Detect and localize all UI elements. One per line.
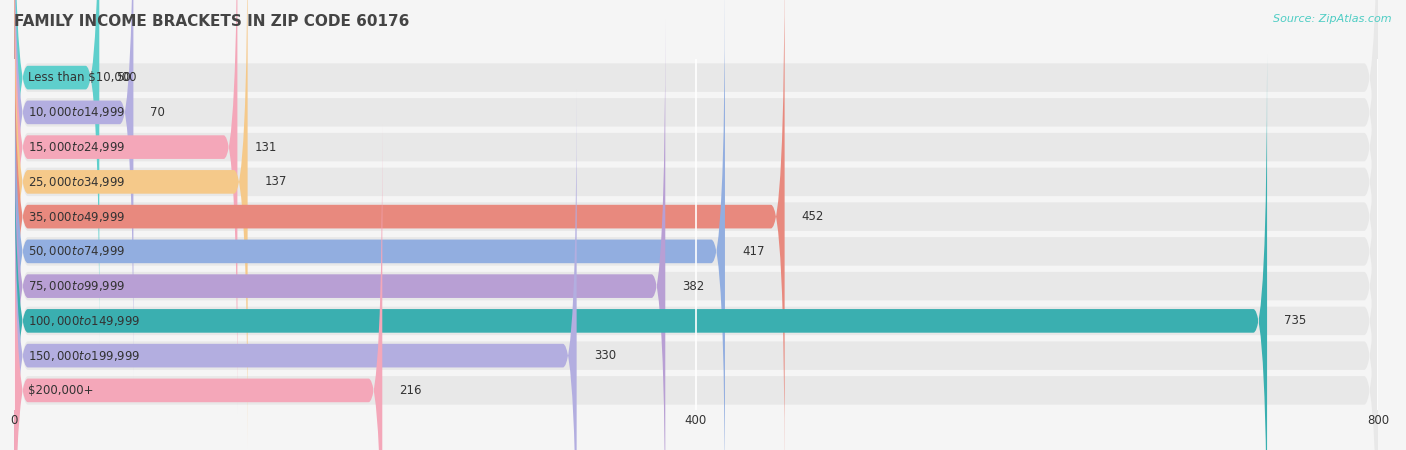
FancyBboxPatch shape [14,0,1378,376]
FancyBboxPatch shape [14,20,665,450]
FancyBboxPatch shape [14,124,382,450]
Text: Source: ZipAtlas.com: Source: ZipAtlas.com [1274,14,1392,23]
FancyBboxPatch shape [14,90,576,450]
Text: 50: 50 [117,71,131,84]
FancyBboxPatch shape [14,0,785,450]
Text: 735: 735 [1284,315,1306,328]
FancyBboxPatch shape [14,57,1378,450]
Text: 382: 382 [682,279,704,292]
FancyBboxPatch shape [14,0,247,448]
FancyBboxPatch shape [14,0,1378,446]
Text: $75,000 to $99,999: $75,000 to $99,999 [28,279,125,293]
Text: $10,000 to $14,999: $10,000 to $14,999 [28,105,125,119]
FancyBboxPatch shape [14,126,1378,450]
FancyBboxPatch shape [14,92,1378,450]
Text: $200,000+: $200,000+ [28,384,93,397]
Text: 330: 330 [593,349,616,362]
Text: FAMILY INCOME BRACKETS IN ZIP CODE 60176: FAMILY INCOME BRACKETS IN ZIP CODE 60176 [14,14,409,28]
Text: 70: 70 [150,106,166,119]
Text: $50,000 to $74,999: $50,000 to $74,999 [28,244,125,258]
Text: $35,000 to $49,999: $35,000 to $49,999 [28,210,125,224]
Text: $25,000 to $34,999: $25,000 to $34,999 [28,175,125,189]
FancyBboxPatch shape [14,0,725,450]
Text: 137: 137 [264,176,287,189]
FancyBboxPatch shape [14,55,1267,450]
FancyBboxPatch shape [14,0,238,413]
FancyBboxPatch shape [14,0,134,378]
Text: $100,000 to $149,999: $100,000 to $149,999 [28,314,141,328]
Text: 131: 131 [254,140,277,153]
Text: $15,000 to $24,999: $15,000 to $24,999 [28,140,125,154]
Text: 417: 417 [742,245,765,258]
Text: Less than $10,000: Less than $10,000 [28,71,136,84]
FancyBboxPatch shape [14,22,1378,450]
FancyBboxPatch shape [14,0,1378,450]
FancyBboxPatch shape [14,0,1378,342]
Text: 452: 452 [801,210,824,223]
FancyBboxPatch shape [14,0,1378,411]
Text: 216: 216 [399,384,422,397]
FancyBboxPatch shape [14,0,1378,450]
FancyBboxPatch shape [14,0,100,344]
Text: $150,000 to $199,999: $150,000 to $199,999 [28,349,141,363]
